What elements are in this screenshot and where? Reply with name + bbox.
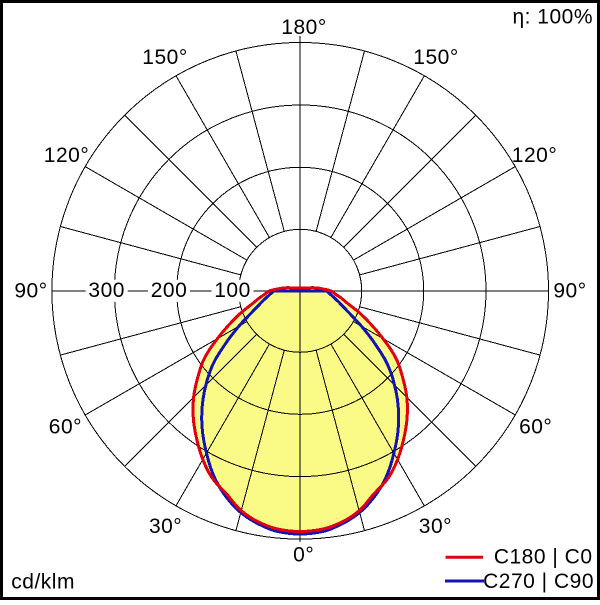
svg-text:150°: 150°: [413, 46, 458, 69]
svg-text:200: 200: [151, 279, 188, 302]
svg-text:180°: 180°: [281, 16, 326, 39]
svg-text:100: 100: [214, 279, 251, 302]
svg-text:30°: 30°: [149, 515, 182, 538]
svg-text:C180 | C0: C180 | C0: [494, 545, 593, 568]
svg-text:η: 100%: η: 100%: [512, 6, 593, 29]
svg-text:150°: 150°: [142, 46, 187, 69]
svg-text:30°: 30°: [419, 515, 452, 538]
svg-text:0°: 0°: [293, 543, 314, 566]
svg-text:120°: 120°: [512, 144, 557, 167]
svg-text:60°: 60°: [519, 416, 552, 439]
svg-text:C270 | C90: C270 | C90: [483, 570, 594, 593]
svg-text:120°: 120°: [44, 144, 89, 167]
svg-text:60°: 60°: [49, 416, 82, 439]
svg-text:300: 300: [88, 279, 125, 302]
svg-text:90°: 90°: [553, 280, 586, 303]
svg-text:90°: 90°: [14, 280, 47, 303]
svg-text:cd/klm: cd/klm: [11, 571, 75, 594]
